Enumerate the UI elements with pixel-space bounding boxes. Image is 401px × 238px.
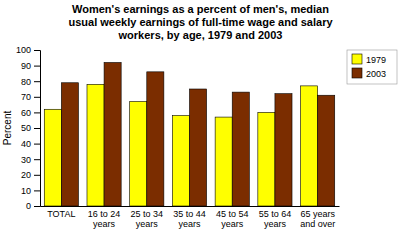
x-axis: TOTAL16 to 24years25 to 34years35 to 44y… <box>41 206 340 229</box>
y-tick-label: 100 <box>16 45 31 55</box>
title-line: workers, by age, 1979 and 2003 <box>118 29 283 41</box>
title-line: Women's earnings as a percent of men's, … <box>72 3 329 15</box>
chart: Women's earnings as a percent of men's, … <box>0 0 401 238</box>
legend-label: 1979 <box>366 55 386 65</box>
bar <box>275 94 292 206</box>
legend: 1979 2003 <box>347 50 397 84</box>
y-axis-line <box>34 51 41 207</box>
x-axis-line <box>41 206 340 207</box>
y-tick-mark <box>34 175 40 176</box>
bar <box>232 92 249 206</box>
bar <box>87 84 104 206</box>
x-tick-label-line: TOTAL <box>47 209 75 219</box>
x-tick-label-line: years <box>264 219 287 229</box>
legend-swatch <box>352 68 362 78</box>
y-tick-mark <box>34 66 40 67</box>
x-tick-label-line: 45 to 54 <box>216 209 249 219</box>
title: Women's earnings as a percent of men's, … <box>68 3 333 41</box>
x-tick: 25 to 34years <box>131 206 164 229</box>
y-tick-label: 10 <box>21 186 31 196</box>
y-tick: 80 <box>21 77 40 87</box>
y-tick-label: 20 <box>21 170 31 180</box>
bar-series <box>61 62 334 206</box>
x-tick-label-line: 16 to 24 <box>88 209 121 219</box>
y-tick: 70 <box>21 92 40 102</box>
bar <box>190 89 207 206</box>
bar <box>61 83 78 206</box>
legend-swatch <box>352 54 362 64</box>
x-tick-label: 35 to 44years <box>173 209 206 229</box>
y-tick-mark <box>34 159 40 160</box>
legend-frame <box>347 50 397 84</box>
x-tick-label-line: years <box>221 219 244 229</box>
y-tick: 60 <box>21 108 40 118</box>
x-tick-label: 25 to 34years <box>131 209 164 229</box>
y-tick: 40 <box>21 139 40 149</box>
x-tick-label-line: and over <box>300 219 335 229</box>
x-tick-label-line: 65 years <box>300 209 335 219</box>
bar <box>44 109 61 206</box>
x-tick: 45 to 54years <box>216 206 249 229</box>
y-tick-mark <box>34 190 40 191</box>
y-tick-label: 30 <box>21 155 31 165</box>
legend-label: 2003 <box>366 69 386 79</box>
x-tick-label-line: years <box>136 219 159 229</box>
title-line: usual weekly earnings of full-time wage … <box>68 16 333 28</box>
x-tick: TOTAL <box>47 206 75 219</box>
y-tick: 90 <box>21 61 40 71</box>
y-tick: 100 <box>16 45 40 55</box>
y-tick-label: 60 <box>21 108 31 118</box>
y-tick: 10 <box>21 186 40 196</box>
x-tick: 35 to 44years <box>173 206 206 229</box>
y-tick-mark <box>34 112 40 113</box>
x-tick: 65 yearsand over <box>300 206 335 229</box>
x-tick-label-line: 35 to 44 <box>173 209 206 219</box>
x-tick: 16 to 24years <box>88 206 121 229</box>
y-tick-mark <box>34 50 40 51</box>
y-tick-mark <box>34 81 40 82</box>
bars <box>44 62 334 206</box>
bar <box>147 72 164 206</box>
x-tick-label: TOTAL <box>47 209 75 219</box>
y-tick-label: 0 <box>26 201 31 211</box>
bar <box>301 86 318 206</box>
y-tick-label: 50 <box>21 123 31 133</box>
y-tick: 50 <box>21 123 40 133</box>
x-tick-label-line: years <box>178 219 201 229</box>
legend-item: 1979 <box>352 54 386 65</box>
x-tick-label: 55 to 64years <box>259 209 292 229</box>
plot: 0102030405060708090100TOTAL16 to 24years… <box>16 45 340 229</box>
y-tick: 20 <box>21 170 40 180</box>
bar <box>318 95 335 206</box>
x-tick-label-line: 55 to 64 <box>259 209 292 219</box>
y-tick-mark <box>34 97 40 98</box>
y-tick: 30 <box>21 155 40 165</box>
y-tick: 0 <box>26 201 40 211</box>
bar <box>130 101 147 206</box>
y-tick-mark <box>34 128 40 129</box>
x-tick-label: 65 yearsand over <box>300 209 335 229</box>
x-tick: 55 to 64years <box>259 206 292 229</box>
y-axis: 0 10 20 30 40 50 60 70 80 90 100 <box>16 45 41 211</box>
x-tick-label: 16 to 24years <box>88 209 121 229</box>
y-tick-label: 80 <box>21 77 31 87</box>
bar <box>215 117 232 206</box>
x-tick-label-line: 25 to 34 <box>131 209 164 219</box>
y-tick-label: 70 <box>21 92 31 102</box>
bar <box>258 112 275 206</box>
bar <box>172 116 189 206</box>
y-tick-label: 90 <box>21 61 31 71</box>
y-tick-mark <box>34 206 40 207</box>
x-tick-label-line: years <box>93 219 116 229</box>
y-tick-label: 40 <box>21 139 31 149</box>
bar-series <box>44 84 317 206</box>
y-axis-title: Percent <box>2 111 13 146</box>
y-tick-mark <box>34 144 40 145</box>
legend-item: 2003 <box>352 68 386 79</box>
x-tick-label: 45 to 54years <box>216 209 249 229</box>
bar <box>104 62 121 206</box>
